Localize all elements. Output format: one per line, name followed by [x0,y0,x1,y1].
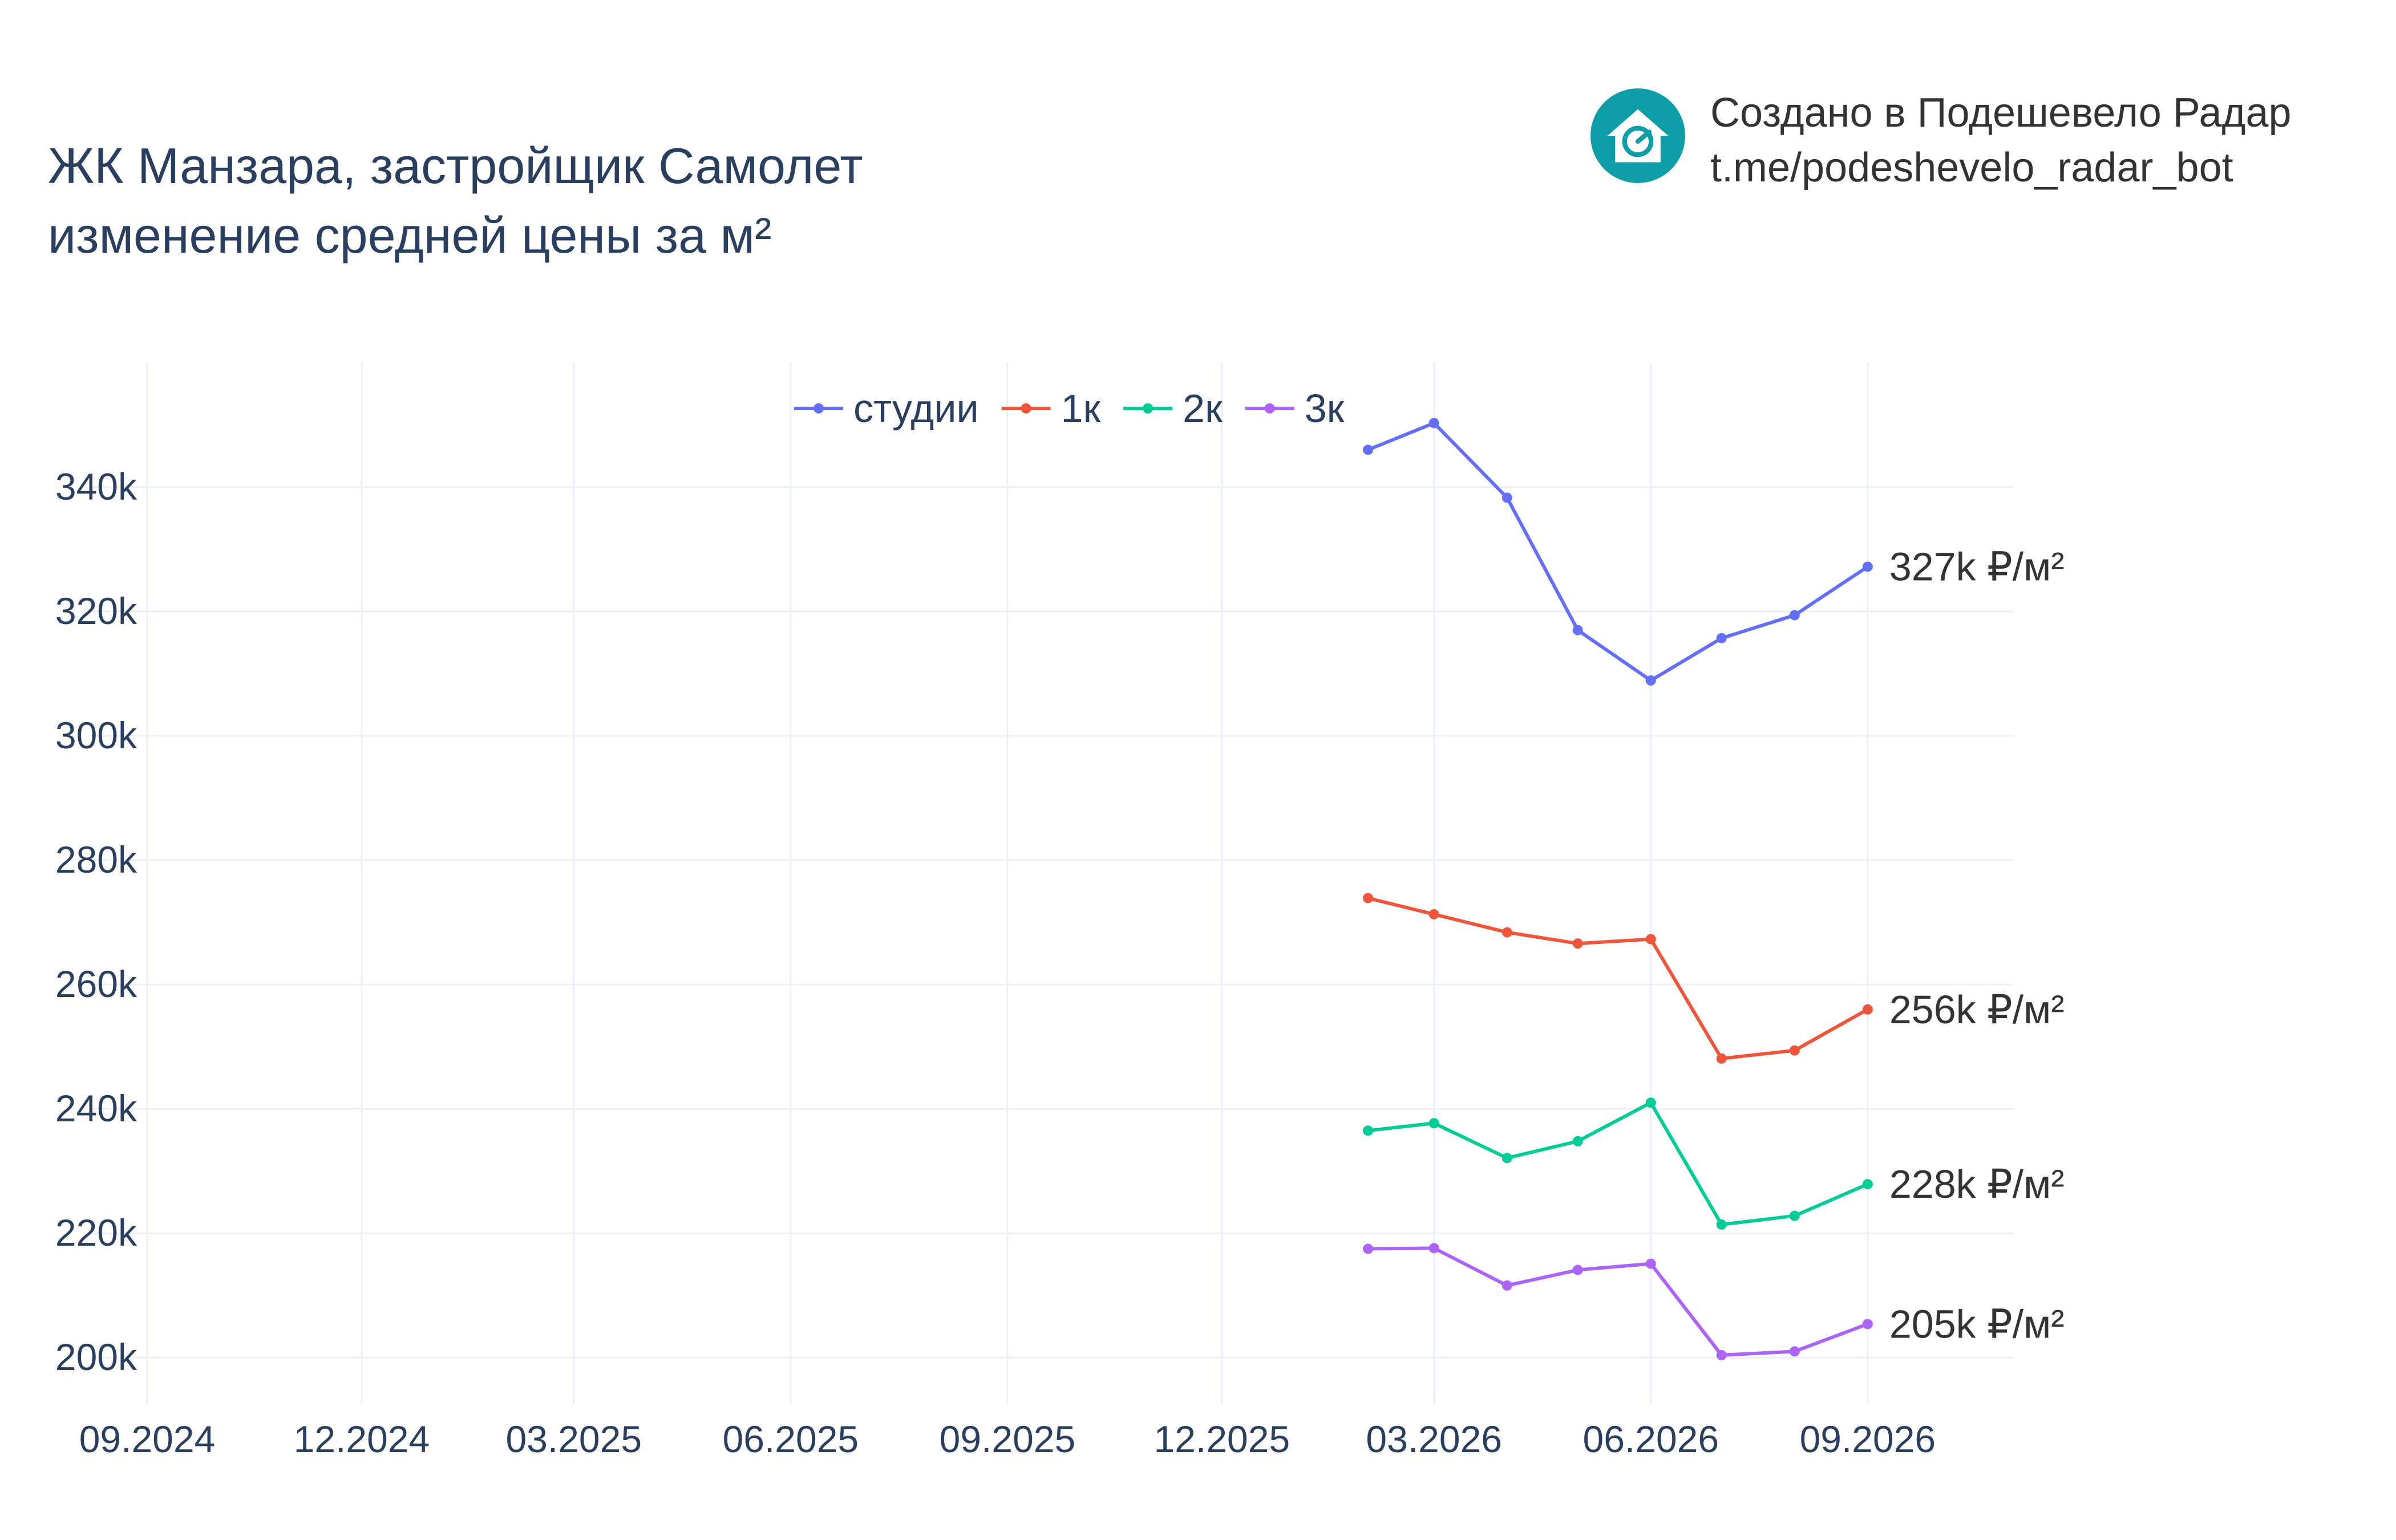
x-tick-label: 06.2025 [723,1418,859,1460]
end-label: 205k ₽/м² [1889,1302,2065,1346]
data-point [1716,633,1727,643]
data-point [1428,1243,1439,1254]
x-tick-label: 09.2025 [940,1418,1076,1460]
chart-title: ЖК Манзара, застройщик Самолет [48,137,863,194]
x-tick-label: 09.2024 [79,1418,216,1460]
data-point [1645,675,1656,686]
end-label: 327k ₽/м² [1889,545,2065,589]
legend-swatch-marker [1143,403,1154,414]
data-point [1428,1118,1439,1129]
legend-swatch-marker [1264,403,1275,414]
series-line-3 [1367,1246,1868,1357]
legend-swatch-marker [813,403,824,414]
data-point [1363,1125,1374,1136]
data-point [1645,1097,1656,1108]
data-point [1789,1045,1800,1056]
data-point [1428,909,1439,919]
data-point [1363,893,1374,903]
y-tick-label: 240k [55,1087,137,1129]
legend-item[interactable]: 3к [1245,386,1345,431]
legend-label: 1к [1061,386,1101,431]
data-point [1363,1243,1374,1254]
end-labels: 327k ₽/м² 256k ₽/м² 228k ₽/м² 205k ₽/м² [1889,545,2065,1347]
data-point [1716,1053,1727,1064]
legend-item[interactable]: 2к [1123,386,1223,431]
legend[interactable]: студии 1к 2к 3к [794,386,1345,431]
data-point [1789,1346,1800,1357]
data-point [1501,492,1512,503]
data-point [1572,625,1583,635]
legend-swatch-marker [1021,403,1031,414]
data-point [1501,927,1512,938]
y-axis-ticks: 200k 220k 240k 260k 280k 300k 320k 340k [55,465,137,1378]
data-point [1862,561,1873,572]
data-point [1572,938,1583,949]
data-point [1716,1219,1727,1230]
data-point [1501,1153,1512,1164]
series-line-2 [1367,1101,1869,1226]
series-layer [1363,418,1873,1360]
y-tick-label: 340k [55,465,137,508]
data-point [1645,934,1656,945]
brand-line-1: Создано в Подешевело Радар [1710,90,2292,136]
x-tick-label: 03.2026 [1366,1418,1502,1460]
data-point [1789,610,1800,621]
brand-line-2[interactable]: t.me/podeshevelo_radar_bot [1710,145,2233,191]
end-label: 256k ₽/м² [1889,987,2065,1032]
x-tick-label: 09.2026 [1800,1418,1936,1460]
data-point [1363,444,1374,455]
y-tick-label: 260k [55,963,137,1005]
x-tick-label: 03.2025 [505,1418,642,1460]
end-label: 228k ₽/м² [1889,1162,2065,1206]
grid-layer [90,363,2014,1404]
data-point [1572,1136,1583,1146]
chart-title-block: ЖК Манзара, застройщик Самолет изменение… [48,131,863,270]
y-tick-label: 300k [55,714,137,756]
data-point [1428,418,1439,428]
data-point [1862,1179,1873,1190]
x-tick-label: 06.2026 [1583,1418,1719,1460]
x-tick-label: 12.2025 [1154,1418,1290,1460]
data-point [1789,1210,1800,1221]
legend-item[interactable]: 1к [1001,386,1101,431]
data-point [1645,1258,1656,1269]
logo-radar-sweep [1635,129,1652,144]
x-tick-label: 12.2024 [294,1418,430,1460]
data-point [1862,1319,1873,1330]
x-axis-ticks: 09.2024 12.2024 03.2025 06.2025 09.2025 12.20… [79,1418,1936,1460]
legend-label: студии [853,386,979,431]
data-point [1716,1349,1727,1360]
series-line-0 [1367,421,1869,683]
house-radar-icon [1590,88,1685,183]
logo-house [1607,109,1669,163]
y-tick-label: 320k [55,590,137,632]
series-line-1 [1367,896,1869,1060]
y-tick-label: 280k [55,838,137,881]
data-point [1572,1265,1583,1275]
data-point [1862,1004,1873,1015]
data-point [1501,1280,1512,1291]
legend-label: 2к [1183,386,1223,431]
y-tick-label: 220k [55,1211,137,1254]
brand-text: Создано в Подешевело Радар t.me/podeshev… [1710,86,2292,195]
chart-subtitle: изменение средней цены за м² [48,207,772,264]
legend-label: 3к [1305,386,1345,431]
y-tick-label: 200k [55,1336,137,1378]
brand-block[interactable]: Создано в Подешевело Радар t.me/podeshev… [1590,86,2332,191]
legend-item[interactable]: студии [794,386,979,431]
logo-radar-ring [1622,125,1654,157]
